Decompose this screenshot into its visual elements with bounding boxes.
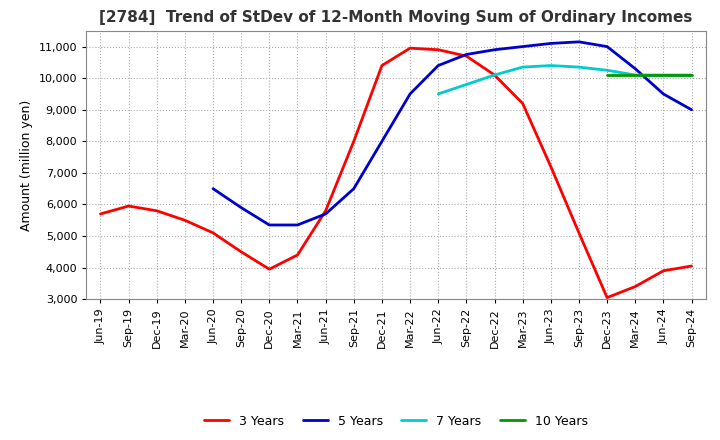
- 7 Years: [518, 65, 527, 70]
- 3 Years: [462, 53, 471, 59]
- 3 Years: [181, 218, 189, 223]
- 3 Years: [659, 268, 667, 273]
- 10 Years: [659, 72, 667, 77]
- 3 Years: [321, 208, 330, 213]
- 3 Years: [125, 203, 133, 209]
- Line: 7 Years: 7 Years: [438, 66, 691, 94]
- 5 Years: [237, 205, 246, 210]
- 3 Years: [349, 139, 358, 144]
- 7 Years: [546, 63, 555, 68]
- 3 Years: [293, 253, 302, 258]
- 7 Years: [434, 92, 443, 97]
- 5 Years: [349, 186, 358, 191]
- 3 Years: [209, 230, 217, 235]
- 5 Years: [321, 211, 330, 216]
- 10 Years: [687, 72, 696, 77]
- 3 Years: [687, 264, 696, 269]
- 3 Years: [518, 101, 527, 106]
- 5 Years: [377, 139, 386, 144]
- Line: 3 Years: 3 Years: [101, 48, 691, 297]
- 7 Years: [687, 72, 696, 77]
- 3 Years: [575, 230, 583, 235]
- 5 Years: [434, 63, 443, 68]
- 5 Years: [209, 186, 217, 191]
- 3 Years: [546, 164, 555, 169]
- Y-axis label: Amount (million yen): Amount (million yen): [20, 99, 33, 231]
- 3 Years: [377, 63, 386, 68]
- 3 Years: [237, 249, 246, 254]
- 3 Years: [406, 45, 415, 51]
- 5 Years: [462, 52, 471, 57]
- 7 Years: [659, 72, 667, 77]
- 5 Years: [406, 92, 415, 97]
- 10 Years: [631, 72, 639, 77]
- 3 Years: [153, 208, 161, 213]
- 5 Years: [518, 44, 527, 49]
- Line: 5 Years: 5 Years: [213, 42, 691, 225]
- 5 Years: [659, 92, 667, 97]
- 5 Years: [546, 41, 555, 46]
- 3 Years: [631, 284, 639, 289]
- 5 Years: [490, 47, 499, 52]
- 5 Years: [575, 39, 583, 44]
- 7 Years: [575, 65, 583, 70]
- 3 Years: [96, 211, 105, 216]
- 5 Years: [687, 107, 696, 112]
- 7 Years: [490, 72, 499, 77]
- 5 Years: [631, 66, 639, 71]
- Title: [2784]  Trend of StDev of 12-Month Moving Sum of Ordinary Incomes: [2784] Trend of StDev of 12-Month Moving…: [99, 11, 693, 26]
- 3 Years: [434, 47, 443, 52]
- 5 Years: [265, 222, 274, 227]
- 5 Years: [603, 44, 611, 49]
- 3 Years: [603, 295, 611, 300]
- 7 Years: [462, 82, 471, 87]
- 7 Years: [631, 72, 639, 77]
- 3 Years: [490, 72, 499, 77]
- 5 Years: [293, 222, 302, 227]
- 10 Years: [603, 72, 611, 77]
- 3 Years: [265, 267, 274, 272]
- Legend: 3 Years, 5 Years, 7 Years, 10 Years: 3 Years, 5 Years, 7 Years, 10 Years: [199, 410, 593, 433]
- 7 Years: [603, 68, 611, 73]
